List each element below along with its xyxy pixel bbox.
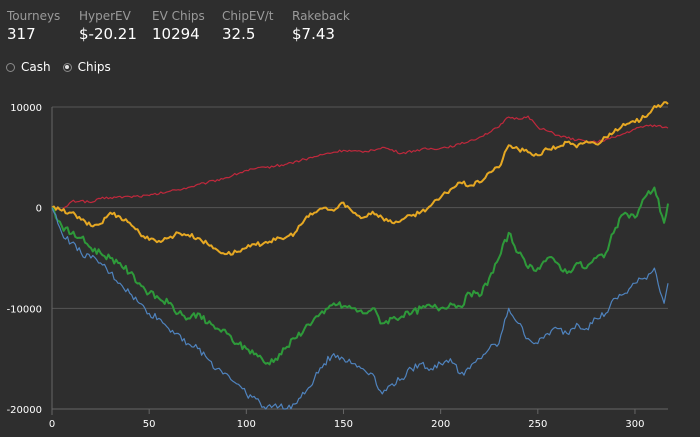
stat-ev-chips: EV Chips 10294 — [152, 9, 222, 45]
stat-value: 317 — [7, 25, 36, 43]
stat-label: ChipEV/t — [222, 9, 274, 23]
stat-value: 10294 — [152, 25, 200, 43]
chart-series — [51, 101, 669, 410]
x-tick-label: 100 — [237, 419, 256, 430]
series-red-line — [51, 115, 669, 212]
x-tick-label: 200 — [431, 419, 450, 430]
x-tick-label: 250 — [528, 419, 547, 430]
stat-rakeback: Rakeback $7.43 — [292, 9, 372, 45]
y-tick-label: 0 — [36, 204, 42, 215]
x-tick-label: 0 — [49, 419, 55, 430]
x-tick-label: 150 — [334, 419, 353, 430]
stat-label: HyperEV — [79, 9, 131, 23]
series-green-line — [51, 186, 669, 366]
stat-label: EV Chips — [152, 9, 205, 23]
series-blue-line — [51, 207, 669, 410]
y-tick-label: -20000 — [7, 405, 42, 416]
radio-chips[interactable]: Chips — [62, 60, 111, 74]
series-yellow-line — [51, 101, 669, 256]
radio-chips-label[interactable]: Chips — [77, 60, 111, 74]
chart-axes — [51, 107, 668, 415]
chart-tick-labels: 10000 0 -10000 -20000 0 50 100 150 200 250 300 — [7, 103, 645, 430]
x-tick-label: 300 — [625, 419, 644, 430]
stat-hyperev: HyperEV $-20.21 — [79, 9, 152, 45]
radio-cash-label[interactable]: Cash — [21, 60, 51, 74]
stat-value: $-20.21 — [79, 25, 137, 43]
stat-tourneys: Tourneys 317 — [7, 9, 79, 45]
stat-value: 32.5 — [222, 25, 256, 43]
y-tick-label: 10000 — [10, 103, 42, 114]
stats-bar: Tourneys 317 HyperEV $-20.21 EV Chips 10… — [7, 9, 372, 45]
x-tick-label: 50 — [143, 419, 156, 430]
chart-grid — [52, 106, 668, 410]
stat-chipev-per-t: ChipEV/t 32.5 — [222, 9, 292, 45]
stat-label: Rakeback — [292, 9, 350, 23]
y-tick-label: -10000 — [7, 304, 42, 315]
stat-value: $7.43 — [292, 25, 335, 43]
mode-toggle: Cash Chips — [6, 60, 123, 74]
stat-label: Tourneys — [7, 9, 61, 23]
radio-cash[interactable]: Cash — [6, 60, 51, 74]
radio-chips-indicator[interactable] — [62, 62, 72, 72]
radio-cash-indicator[interactable] — [6, 62, 15, 72]
